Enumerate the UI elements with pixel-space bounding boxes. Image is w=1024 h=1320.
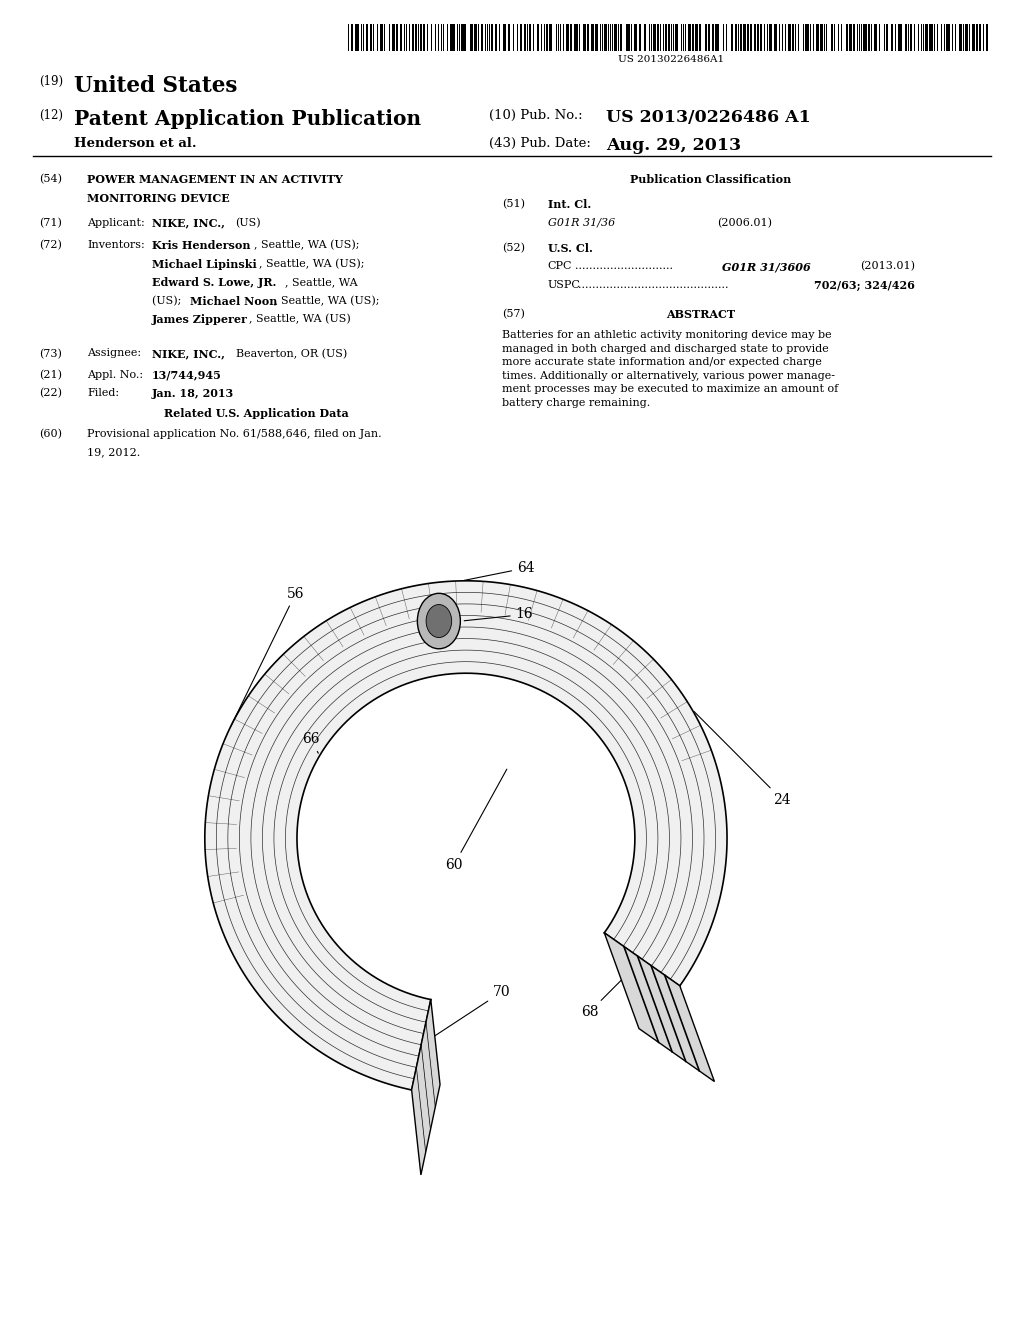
Text: (43) Pub. Date:: (43) Pub. Date: [489,137,591,149]
Text: ............................: ............................ [575,261,674,272]
Text: Int. Cl.: Int. Cl. [548,199,591,210]
Text: (19): (19) [39,74,63,87]
Text: Michael Noon: Michael Noon [190,296,278,306]
Text: (73): (73) [39,348,61,359]
Text: (21): (21) [39,370,61,380]
Text: Related U.S. Application Data: Related U.S. Application Data [164,408,348,418]
Text: Patent Application Publication: Patent Application Publication [74,110,421,129]
Text: ...........................................: ........................................… [578,280,728,290]
Text: Provisional application No. 61/588,646, filed on Jan.: Provisional application No. 61/588,646, … [87,429,382,440]
Text: Beaverton, OR (US): Beaverton, OR (US) [236,348,347,359]
Text: United States: United States [74,74,238,96]
Text: US 2013/0226486 A1: US 2013/0226486 A1 [606,110,811,125]
Text: James Zipperer: James Zipperer [152,314,248,325]
Text: Kris Henderson: Kris Henderson [152,240,250,251]
Text: (60): (60) [39,429,61,440]
Text: POWER MANAGEMENT IN AN ACTIVITY: POWER MANAGEMENT IN AN ACTIVITY [87,174,343,185]
Polygon shape [205,581,727,1090]
Text: 68: 68 [581,961,640,1019]
Text: Filed:: Filed: [87,388,119,399]
Text: (12): (12) [39,110,62,121]
Text: , Seattle, WA (US);: , Seattle, WA (US); [259,259,365,269]
Text: Assignee:: Assignee: [87,348,141,359]
Text: Inventors:: Inventors: [87,240,144,251]
Text: , Seattle, WA (US): , Seattle, WA (US) [249,314,350,325]
Text: G01R 31/36: G01R 31/36 [548,218,615,228]
Text: (71): (71) [39,218,61,228]
Text: 66: 66 [302,733,319,754]
Text: 64: 64 [464,561,535,581]
Text: Batteries for an athletic activity monitoring device may be
managed in both char: Batteries for an athletic activity monit… [502,330,838,408]
Text: (US);: (US); [152,296,184,306]
Text: 70: 70 [424,985,511,1043]
Ellipse shape [426,605,452,638]
Text: Edward S. Lowe, JR.: Edward S. Lowe, JR. [152,277,275,288]
Polygon shape [412,999,440,1175]
Text: (51): (51) [502,199,524,210]
Text: (US): (US) [236,218,261,228]
Text: 13/744,945: 13/744,945 [152,370,221,380]
Text: NIKE, INC.,: NIKE, INC., [152,218,224,228]
Text: 56: 56 [230,586,304,727]
Text: Aug. 29, 2013: Aug. 29, 2013 [606,137,741,153]
Text: NIKE, INC.,: NIKE, INC., [152,348,224,359]
Text: Michael Lipinski: Michael Lipinski [152,259,256,269]
Ellipse shape [418,593,461,648]
Text: 702/63; 324/426: 702/63; 324/426 [814,280,915,290]
Text: Applicant:: Applicant: [87,218,144,228]
Polygon shape [604,933,715,1081]
Text: (10) Pub. No.:: (10) Pub. No.: [489,110,583,121]
Text: (52): (52) [502,243,524,253]
Text: (54): (54) [39,174,61,185]
Text: 24: 24 [694,711,791,807]
Text: (2006.01): (2006.01) [717,218,772,228]
Text: 60: 60 [445,770,507,871]
Text: U.S. Cl.: U.S. Cl. [548,243,593,253]
Text: 16: 16 [464,607,534,622]
Text: , Seattle, WA (US);: , Seattle, WA (US); [274,296,380,306]
Text: , Seattle, WA: , Seattle, WA [285,277,357,288]
Text: Jan. 18, 2013: Jan. 18, 2013 [152,388,233,399]
Text: (22): (22) [39,388,61,399]
Text: Henderson et al.: Henderson et al. [74,137,197,149]
Text: , Seattle, WA (US);: , Seattle, WA (US); [254,240,359,251]
Text: (57): (57) [502,309,524,319]
Text: US 20130226486A1: US 20130226486A1 [617,54,724,63]
Text: USPC: USPC [548,280,581,290]
Text: ABSTRACT: ABSTRACT [666,309,735,319]
Text: (2013.01): (2013.01) [860,261,915,272]
Text: Publication Classification: Publication Classification [630,174,791,185]
Text: MONITORING DEVICE: MONITORING DEVICE [87,193,229,203]
Text: Appl. No.:: Appl. No.: [87,370,143,380]
Text: G01R 31/3606: G01R 31/3606 [722,261,811,272]
Text: 19, 2012.: 19, 2012. [87,447,140,458]
Text: (72): (72) [39,240,61,251]
Text: CPC: CPC [548,261,572,272]
